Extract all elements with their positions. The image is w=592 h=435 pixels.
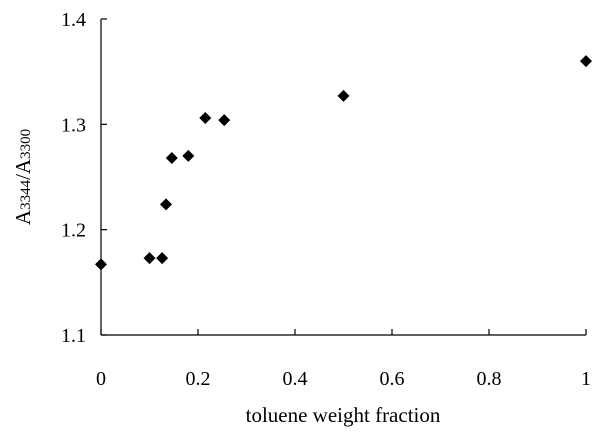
y-axis-title-subscript: 3344 xyxy=(18,179,34,210)
y-axis-title-part: A xyxy=(11,209,35,225)
y-tick-label: 1.3 xyxy=(61,114,86,136)
axes xyxy=(100,19,586,336)
data-point xyxy=(165,152,178,165)
data-point xyxy=(156,252,169,265)
data-points xyxy=(95,55,592,271)
x-axis-title: toluene weight fraction xyxy=(246,403,441,427)
y-axis-title-part: /A xyxy=(11,158,35,180)
data-point xyxy=(95,258,107,271)
data-point xyxy=(159,198,172,211)
x-tick-label: 0.6 xyxy=(380,368,405,390)
x-tick-label: 0.4 xyxy=(283,368,308,390)
y-tick-label: 1.2 xyxy=(61,220,86,242)
y-tick-label: 1.1 xyxy=(61,325,86,347)
x-tick-label: 0 xyxy=(96,368,106,390)
data-point xyxy=(199,112,212,125)
tick-labels: 0 0.2 0.4 0.6 0.8 1 1.1 1.2 1.3 1.4 xyxy=(61,9,591,390)
ticks xyxy=(100,18,587,336)
x-tick-label: 0.8 xyxy=(477,368,502,390)
data-point xyxy=(143,252,156,265)
data-point xyxy=(182,149,195,162)
x-tick-label: 0.2 xyxy=(186,368,211,390)
data-point xyxy=(218,114,231,127)
y-tick-label: 1.4 xyxy=(61,9,86,31)
x-tick-label: 1 xyxy=(581,368,591,390)
data-point xyxy=(580,55,592,68)
y-axis-title: A3344/A3300 xyxy=(11,129,35,225)
y-axis-title-subscript: 3300 xyxy=(18,129,34,159)
data-point xyxy=(337,89,350,102)
